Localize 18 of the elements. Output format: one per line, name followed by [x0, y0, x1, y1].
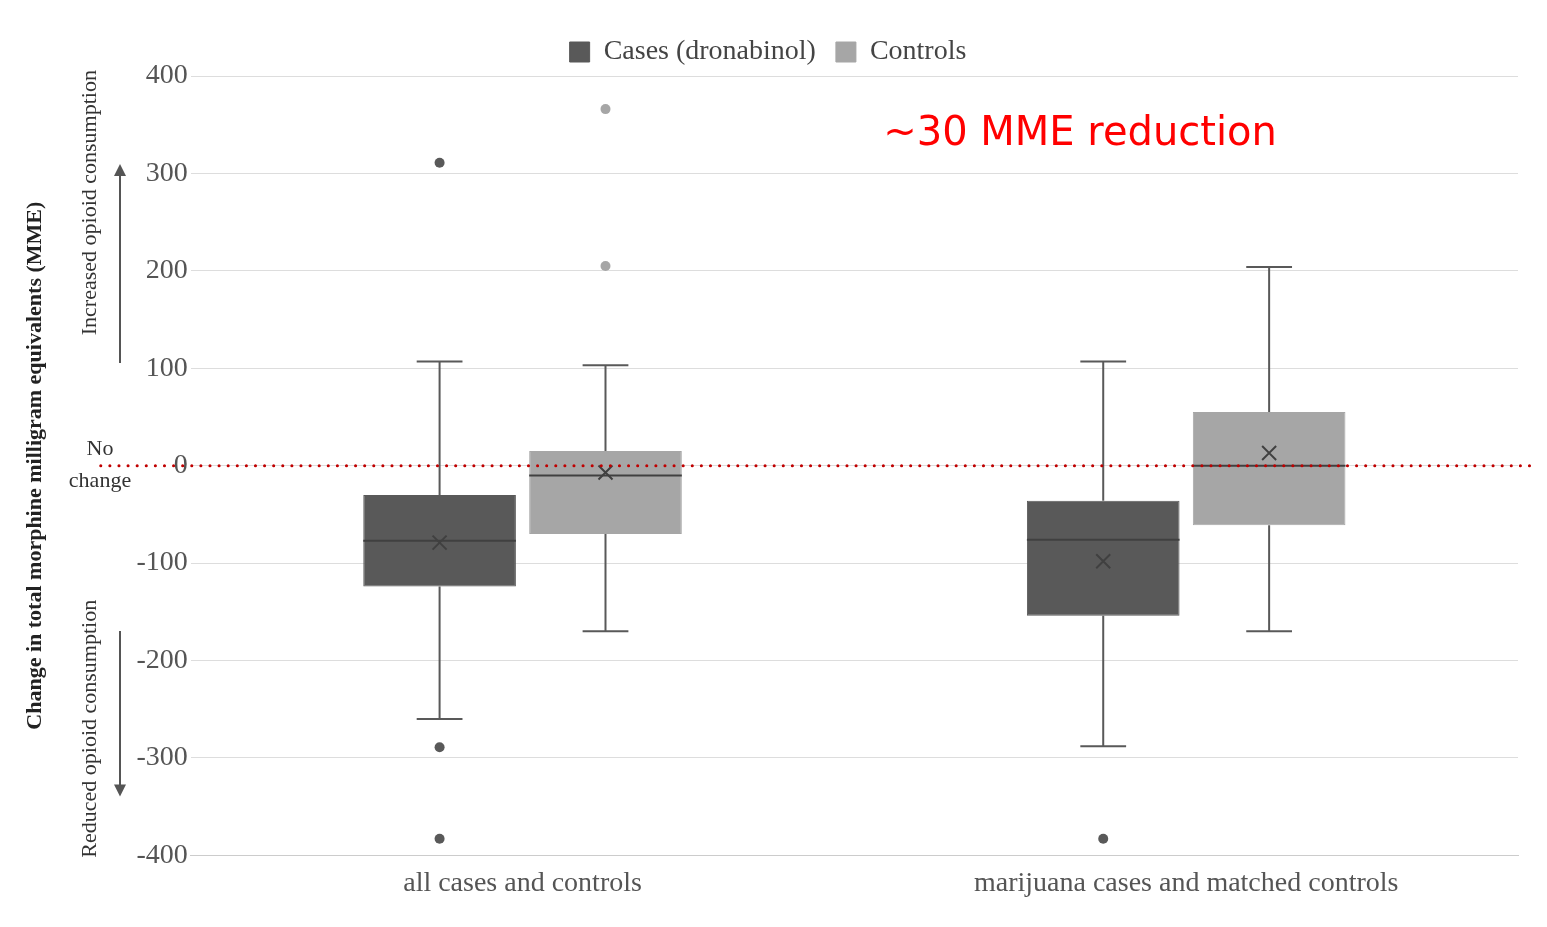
y-tick-label: 100: [145, 350, 188, 382]
y-tick-label: -300: [136, 740, 188, 772]
y-tick-label: 300: [145, 155, 188, 187]
text: No change: [68, 435, 132, 493]
y-tick-label: 400: [145, 58, 188, 90]
y-tick-label: -100: [136, 545, 188, 577]
x-tick-label: marijuana cases and matched controls: [973, 865, 1399, 897]
y-tick-label: 0: [173, 448, 188, 480]
annotation: ~30 MME reduction: [883, 107, 1277, 154]
y-axis-title: Change in total morphine milligram equivalents (MME): [20, 201, 46, 730]
text: Increased opioid consumption: [75, 70, 101, 336]
x-tick-label: all cases and controls: [403, 865, 642, 897]
y-tick-label: 200: [145, 253, 188, 285]
y-tick-label: -200: [136, 642, 188, 674]
y-tick-label: -400: [136, 837, 188, 869]
legend-label: Cases (dronabinol): [603, 34, 816, 66]
text: Reduced opioid consumption: [75, 599, 101, 858]
legend-label: Controls: [869, 34, 967, 66]
